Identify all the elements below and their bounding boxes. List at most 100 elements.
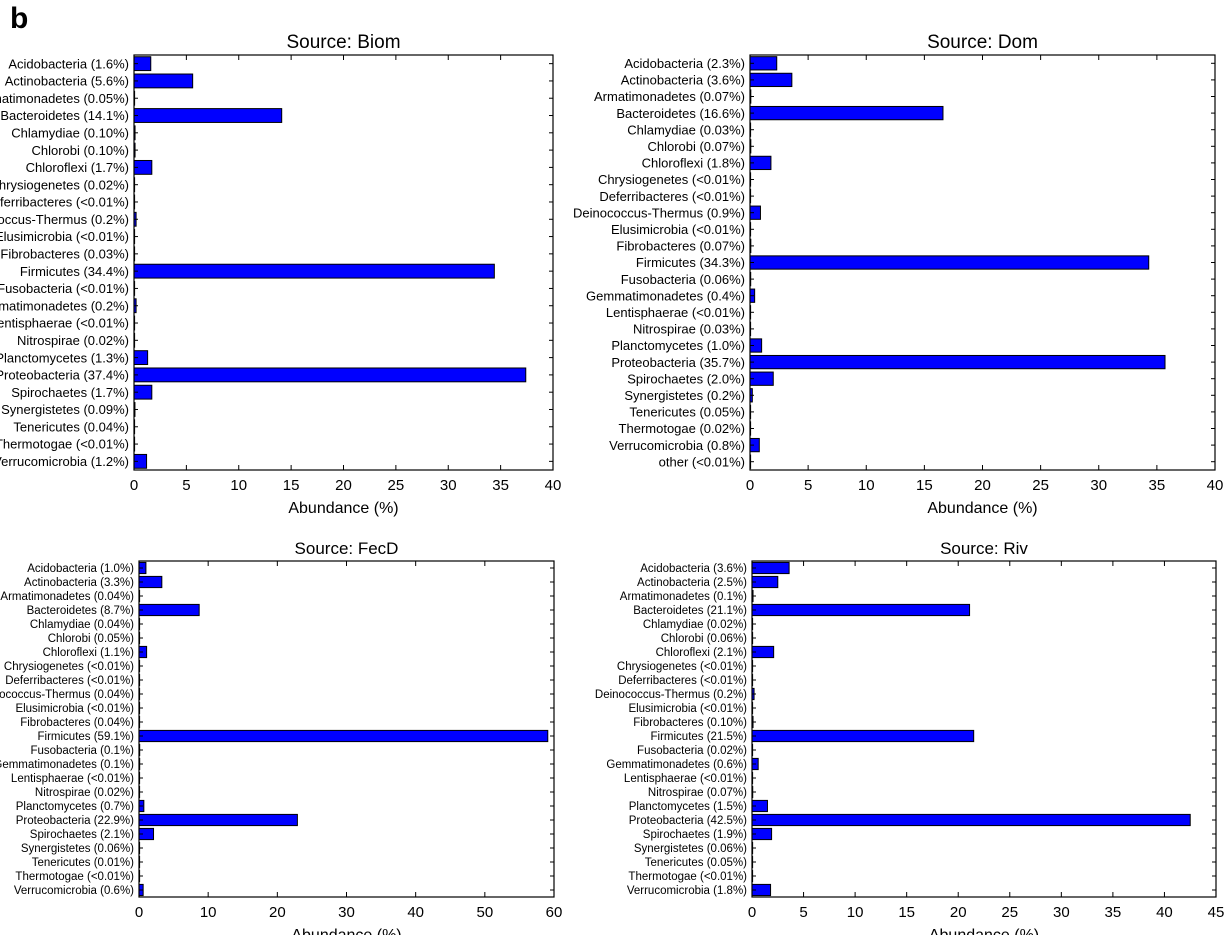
chart-4: Source: Riv Acidobacteria (3.6%) Actinobac…	[595, 539, 1224, 935]
category-label: Deinococcus-Thermus (0.9%)	[573, 205, 745, 220]
category-label: Bacteroidetes (21.1%)	[633, 605, 747, 617]
category-label: Synergistetes (0.06%)	[21, 843, 134, 855]
category-label: Armatimonadetes (0.07%)	[594, 89, 745, 104]
x-tick-label: 0	[135, 904, 143, 921]
x-tick-label: 20	[974, 477, 991, 494]
category-label: Chlamydiae (0.02%)	[643, 619, 747, 631]
category-label: Fibrobacteres (0.10%)	[633, 717, 747, 729]
bar	[138, 813, 298, 827]
plot-frame	[751, 560, 1217, 898]
category-label: Fusobacteria (0.02%)	[637, 745, 747, 757]
x-tick-label: 45	[1208, 904, 1225, 921]
category-label: Synergistetes (0.2%)	[624, 388, 745, 403]
category-label: Deinococcus-Thermus (0.2%)	[0, 212, 129, 227]
category-label: Acidobacteria (1.0%)	[27, 563, 134, 575]
category-label: Armatimonadetes (0.1%)	[620, 591, 747, 603]
category-label: Actinobacteria (2.5%)	[637, 577, 747, 589]
category-label: Planctomycetes (1.3%)	[0, 350, 129, 365]
category-label: Lentisphaerae (<0.01%)	[624, 773, 747, 785]
category-label: Armatimonadetes (0.05%)	[0, 91, 129, 106]
category-label: Verrucomicrobia (0.6%)	[14, 885, 134, 897]
category-label: Fusobacteria (0.06%)	[621, 272, 745, 287]
category-label: Nitrospirae (0.02%)	[35, 787, 134, 799]
category-label: Proteobacteria (37.4%)	[0, 368, 129, 383]
bar	[138, 603, 200, 617]
x-tick-label: 50	[476, 904, 493, 921]
category-label: Thermotogae (<0.01%)	[15, 871, 134, 883]
chart-title: Source: FecD	[295, 539, 399, 558]
x-tick-label: 20	[335, 477, 352, 494]
category-label: Spirochaetes (1.7%)	[11, 385, 129, 400]
category-label: Thermotogae (<0.01%)	[0, 437, 129, 452]
bar	[133, 263, 495, 279]
category-label: Chloroflexi (2.1%)	[656, 647, 748, 659]
chart-3: Source: FecD Acidobacteria (1.0%) Actinoba…	[0, 539, 562, 935]
x-tick-label: 30	[1053, 904, 1070, 921]
x-tick-label: 35	[1105, 904, 1122, 921]
category-label: Tenericutes (0.05%)	[629, 405, 745, 420]
category-label: Spirochaetes (2.0%)	[627, 371, 745, 386]
category-label: Deinococcus-Thermus (0.04%)	[0, 689, 134, 701]
category-label: Chlamydiae (0.04%)	[30, 619, 134, 631]
x-tick-label: 5	[799, 904, 807, 921]
category-label: Acidobacteria (2.3%)	[624, 56, 745, 71]
category-label: Chrysiogenetes (0.02%)	[0, 177, 129, 192]
x-axis-label: Abundance (%)	[927, 500, 1037, 517]
category-label: Planctomycetes (1.5%)	[629, 801, 747, 813]
category-label: Armatimonadetes (0.04%)	[0, 591, 134, 603]
x-tick-label: 25	[1032, 477, 1049, 494]
bar	[133, 73, 194, 89]
x-axis-label: Abundance (%)	[291, 927, 401, 935]
bar	[749, 354, 1166, 370]
category-label: Bacteroidetes (8.7%)	[27, 605, 135, 617]
x-tick-label: 20	[269, 904, 286, 921]
x-axis-label: Abundance (%)	[288, 500, 398, 517]
plot-frame	[138, 560, 555, 898]
bar	[751, 603, 971, 617]
category-label: Tenericutes (0.05%)	[645, 857, 747, 869]
category-label: Proteobacteria (42.5%)	[629, 815, 747, 827]
x-tick-label: 25	[388, 477, 405, 494]
x-tick-label: 35	[1149, 477, 1166, 494]
category-label: Gemmatimonadetes (0.2%)	[0, 298, 129, 313]
chart-title: Source: Riv	[940, 539, 1028, 558]
category-label: Chloroflexi (1.1%)	[43, 647, 135, 659]
category-label: Acidobacteria (1.6%)	[8, 56, 129, 71]
category-label: Thermotogae (0.02%)	[619, 421, 745, 436]
x-tick-label: 5	[182, 477, 190, 494]
bar	[133, 367, 527, 383]
x-tick-label: 0	[130, 477, 138, 494]
category-label: Planctomycetes (0.7%)	[16, 801, 134, 813]
x-tick-label: 40	[1207, 477, 1224, 494]
x-tick-label: 60	[546, 904, 563, 921]
category-label: Firmicutes (34.4%)	[20, 264, 129, 279]
category-label: Fibrobacteres (0.07%)	[616, 239, 745, 254]
category-label: Fusobacteria (0.1%)	[30, 745, 134, 757]
x-tick-label: 10	[230, 477, 247, 494]
category-label: Gemmatimonadetes (0.1%)	[0, 759, 134, 771]
category-label: Chlorobi (0.07%)	[647, 139, 745, 154]
category-label: Spirochaetes (2.1%)	[30, 829, 134, 841]
category-label: Tenericutes (0.04%)	[13, 419, 129, 434]
bar	[749, 105, 944, 121]
category-label: Verrucomicrobia (0.8%)	[609, 438, 745, 453]
category-label: Elusimicrobia (<0.01%)	[628, 703, 747, 715]
category-label: Actinobacteria (3.6%)	[621, 73, 745, 88]
category-label: Thermotogae (<0.01%)	[628, 871, 747, 883]
category-label: Deinococcus-Thermus (0.2%)	[595, 689, 747, 701]
category-label: Deferribacteres (<0.01%)	[5, 675, 134, 687]
category-label: Chlamydiae (0.03%)	[627, 122, 745, 137]
category-label: Planctomycetes (1.0%)	[611, 338, 745, 353]
category-label: Chlorobi (0.06%)	[661, 633, 747, 645]
x-tick-label: 25	[1001, 904, 1018, 921]
x-tick-label: 30	[1090, 477, 1107, 494]
x-tick-label: 40	[1156, 904, 1173, 921]
category-label: Verrucomicrobia (1.8%)	[627, 885, 747, 897]
category-label: Proteobacteria (22.9%)	[16, 815, 134, 827]
category-label: Fibrobacteres (0.03%)	[0, 247, 129, 262]
category-label: Fibrobacteres (0.04%)	[20, 717, 134, 729]
category-label: Fusobacteria (<0.01%)	[0, 281, 129, 296]
bar	[751, 813, 1191, 827]
x-tick-label: 15	[916, 477, 933, 494]
